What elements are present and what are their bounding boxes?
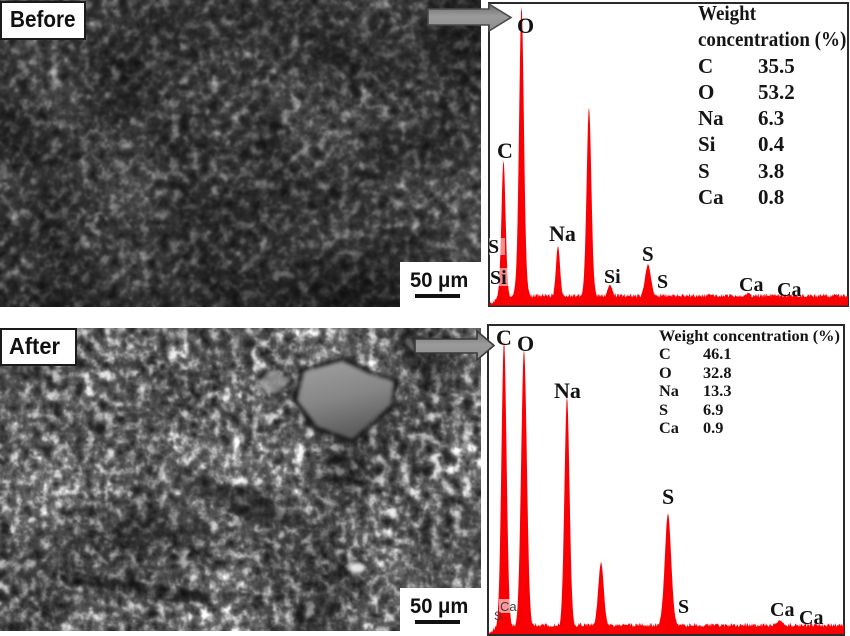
svg-text:Ca: Ca <box>799 607 823 629</box>
svg-text:S: S <box>657 271 668 293</box>
svg-text:S: S <box>494 609 502 623</box>
svg-text:Ca: Ca <box>777 279 801 301</box>
svg-text:S: S <box>678 596 689 618</box>
svg-text:Na: Na <box>549 221 576 246</box>
svg-text:O: O <box>517 331 534 356</box>
svg-text:Ca: Ca <box>739 274 763 296</box>
svg-text:S: S <box>488 236 499 258</box>
svg-text:C: C <box>497 138 513 163</box>
svg-text:Si: Si <box>490 267 507 289</box>
svg-text:S: S <box>662 484 674 509</box>
svg-text:Ca: Ca <box>500 599 517 614</box>
svg-text:Ca: Ca <box>770 599 794 621</box>
svg-text:C: C <box>496 325 512 350</box>
svg-text:S: S <box>642 242 654 266</box>
svg-text:Na: Na <box>554 378 581 403</box>
svg-text:Si: Si <box>604 266 621 288</box>
svg-text:O: O <box>517 13 534 38</box>
